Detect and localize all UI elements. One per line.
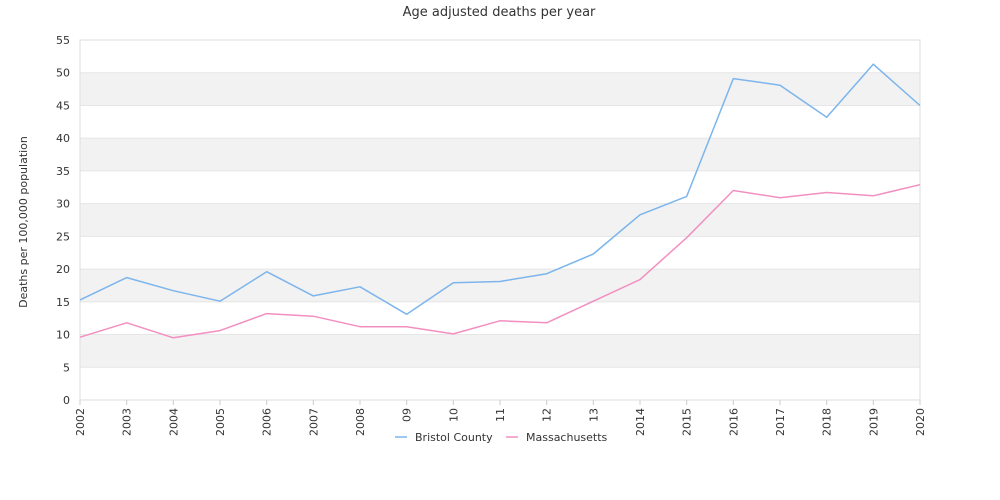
grid-bands xyxy=(80,72,920,368)
x-axis-ticks: 2002 2003 2004 2005 2006 2007 2008 09 10 11 12 13 20… xyxy=(74,400,927,436)
x-tick-label: 10 xyxy=(447,408,460,422)
series-lines xyxy=(79,63,921,339)
x-tick-label: 2002 xyxy=(74,408,87,436)
x-tick-label: 11 xyxy=(494,408,507,422)
x-tick-label: 2006 xyxy=(261,408,274,436)
x-tick-label: 2008 xyxy=(354,408,367,436)
x-tick-label: 2004 xyxy=(167,408,180,436)
legend: Bristol County Massachusetts xyxy=(395,431,608,444)
legend-label: Massachusetts xyxy=(526,431,608,444)
x-tick-label: 12 xyxy=(541,408,554,422)
y-tick-label: 55 xyxy=(56,34,70,47)
x-tick-label: 09 xyxy=(401,408,414,422)
x-tick-label: 2019 xyxy=(867,408,880,436)
x-tick-label: 2015 xyxy=(681,408,694,436)
x-tick-label: 2007 xyxy=(307,408,320,436)
x-tick-label: 13 xyxy=(587,408,600,422)
x-tick-label: 2020 xyxy=(914,408,927,436)
x-tick-label: 2014 xyxy=(634,408,647,436)
grid-band xyxy=(80,269,920,302)
y-tick-label: 5 xyxy=(63,361,70,374)
grid-band xyxy=(80,72,920,106)
y-tick-label: 0 xyxy=(63,394,70,407)
x-tick-label: 2005 xyxy=(214,408,227,436)
y-tick-label: 25 xyxy=(56,230,70,243)
chart-title: Age adjusted deaths per year xyxy=(403,5,596,20)
legend-label: Bristol County xyxy=(415,431,493,444)
series-line-massachusetts xyxy=(79,183,921,339)
y-tick-label: 40 xyxy=(56,132,70,145)
grid-band xyxy=(80,203,920,237)
x-tick-label: 2017 xyxy=(774,408,787,436)
y-axis-label: Deaths per 100,000 population xyxy=(17,136,30,308)
grid-band xyxy=(80,138,920,171)
y-tick-label: 10 xyxy=(56,329,70,342)
y-tick-label: 50 xyxy=(56,67,70,80)
grid-band xyxy=(80,334,920,368)
y-tick-label: 35 xyxy=(56,165,70,178)
y-axis-ticks: 0 5 10 15 20 25 30 35 40 45 50 55 xyxy=(56,34,70,407)
y-tick-label: 20 xyxy=(56,263,70,276)
y-tick-label: 15 xyxy=(56,296,70,309)
x-tick-label: 2016 xyxy=(727,408,740,436)
x-tick-label: 2018 xyxy=(821,408,834,436)
series-line-bristol-county xyxy=(79,63,921,316)
y-tick-label: 30 xyxy=(56,198,70,211)
x-tick-label: 2003 xyxy=(121,408,134,436)
y-tick-label: 45 xyxy=(56,99,70,112)
